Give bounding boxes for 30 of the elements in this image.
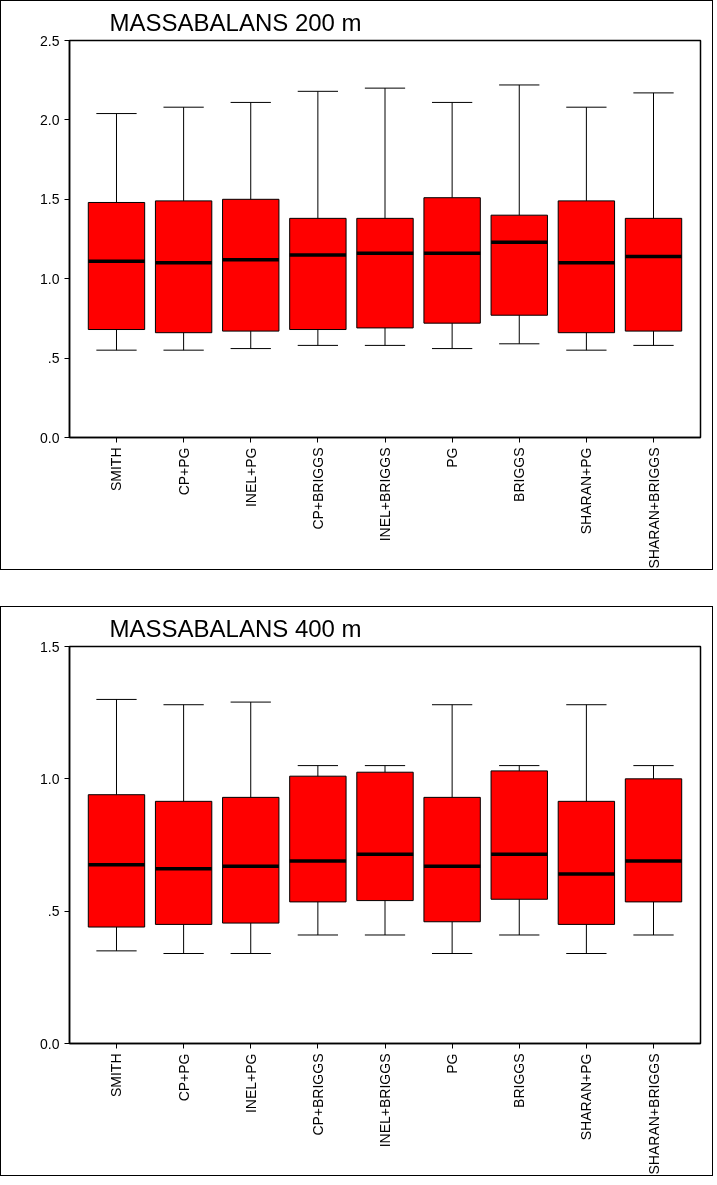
x-tick-label: CP+PG	[175, 447, 192, 496]
chart-title: MASSABALANS 400 m	[109, 614, 362, 642]
y-tick-label: 1.5	[40, 191, 60, 208]
x-tick-label: SHARAN+PG	[578, 1053, 595, 1141]
x-tick-label: INEL+PG	[242, 447, 259, 508]
x-tick-label: INEL+BRIGGS	[377, 447, 393, 542]
x-tick-label: SMITH	[108, 1053, 125, 1098]
y-tick-label: 0.0	[40, 429, 60, 446]
y-tick-label: 1.0	[40, 270, 60, 287]
x-tick-label: SHARAN+PG	[578, 447, 595, 535]
x-tick-label: SHARAN+BRIGGS	[645, 447, 662, 569]
x-tick-label: CP+PG	[175, 1053, 192, 1102]
x-tick-label: CP+BRIGGS	[309, 447, 326, 530]
x-tick-label: BRIGGS	[511, 1053, 528, 1108]
chart-title: MASSABALANS 200 m	[109, 8, 362, 36]
y-tick-label: 0.0	[40, 1035, 60, 1052]
x-tick-label: SHARAN+BRIGGS	[645, 1053, 662, 1175]
y-tick-label: 1.0	[40, 770, 60, 787]
x-tick-label: CP+BRIGGS	[309, 1053, 326, 1136]
y-tick-label: 2.0	[40, 111, 60, 128]
x-tick-label: SMITH	[108, 447, 125, 492]
x-tick-label: BRIGGS	[511, 447, 528, 502]
y-tick-label: .5	[47, 903, 60, 920]
y-tick-label: .5	[47, 350, 60, 367]
x-tick-label: INEL+PG	[242, 1053, 259, 1114]
y-tick-label: 1.5	[40, 638, 60, 655]
y-tick-label: 2.5	[40, 32, 60, 49]
x-tick-label: INEL+BRIGGS	[377, 1053, 393, 1148]
x-tick-label: PG	[444, 1053, 461, 1074]
x-tick-label: PG	[444, 447, 461, 468]
